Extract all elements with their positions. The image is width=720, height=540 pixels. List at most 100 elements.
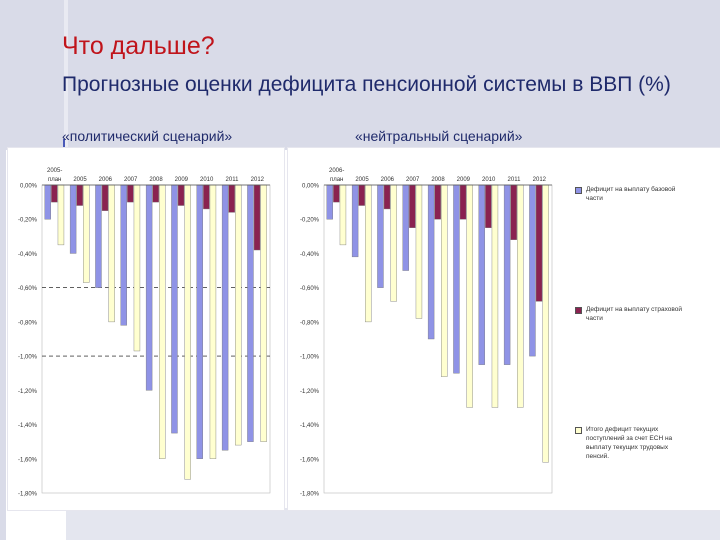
bar-base xyxy=(171,184,178,434)
y-tick-label: -0,80% xyxy=(300,320,320,326)
bar-base xyxy=(427,184,435,340)
bar-insurance xyxy=(409,184,416,228)
x-tick-label: 2008 xyxy=(149,177,163,183)
y-tick-label: -1,60% xyxy=(18,457,38,463)
x-tick-label: 2006 xyxy=(99,177,113,183)
bar-insurance xyxy=(51,184,58,203)
bar-total xyxy=(83,184,90,283)
x-tick-label: 2005 xyxy=(73,177,87,183)
bar-insurance xyxy=(510,184,517,240)
legend-swatch-total xyxy=(575,427,582,434)
bar-base xyxy=(196,184,203,459)
x-tick-label: 2005 xyxy=(355,177,369,183)
chart-panel-neutral: 0,00% -0,20% -0,40% -0,60% -0,80% -1,00% -1,20… xyxy=(288,148,720,510)
header-background xyxy=(0,0,720,150)
y-tick-label: -1,20% xyxy=(18,389,38,395)
x-tick-label: 2011 xyxy=(508,177,522,183)
bar-insurance xyxy=(459,184,467,220)
legend-label-insurance: Дефицит на выплату страховой части xyxy=(586,306,683,322)
bar-total xyxy=(466,184,473,408)
y-tick-label: -1,80% xyxy=(18,492,38,498)
bar-base xyxy=(377,184,384,288)
bar-insurance xyxy=(101,184,109,211)
bar-total xyxy=(491,184,499,408)
y-tick-label: -0,60% xyxy=(300,286,320,292)
y-tick-label: -1,00% xyxy=(18,355,38,361)
y-tick-label: -1,60% xyxy=(300,457,320,463)
x-tick-label: 2009 xyxy=(175,177,189,183)
bar-total xyxy=(133,184,141,352)
x-tick-label: 2007 xyxy=(406,177,420,183)
bar-base xyxy=(69,184,77,254)
bar-base xyxy=(503,184,511,365)
x-tick-label: 2012 xyxy=(251,177,265,183)
bar-insurance xyxy=(535,184,543,302)
y-tick-label: -1,20% xyxy=(300,389,320,395)
bar-total xyxy=(542,184,549,463)
scenario-label-neutral: «нейтральный сценарий» xyxy=(355,128,523,144)
slide-subtitle: Прогнозные оценки дефицита пенсионной си… xyxy=(62,73,671,96)
bar-total xyxy=(441,184,448,377)
bar-total xyxy=(260,184,267,442)
bar-base xyxy=(247,184,254,442)
bar-insurance xyxy=(383,184,391,210)
bar-insurance xyxy=(358,184,365,206)
legend-label-base: Дефицит на выплату базовой части xyxy=(586,186,676,202)
bar-base xyxy=(221,184,229,451)
x-tick-label: 2010 xyxy=(482,177,496,183)
bar-base xyxy=(145,184,153,391)
bar-total xyxy=(57,184,65,246)
chart-neutral: 0,00% -0,20% -0,40% -0,60% -0,80% -1,00% -1,20… xyxy=(300,168,553,498)
bar-base xyxy=(453,184,460,374)
x-tick-label: 2005- xyxy=(47,168,62,174)
x-tick-label: план xyxy=(330,177,343,183)
x-tick-label: 2006- xyxy=(329,168,344,174)
x-tick-label: 2008 xyxy=(431,177,445,183)
bar-total xyxy=(108,184,115,323)
y-tick-label: -0,20% xyxy=(300,218,320,224)
left-background-strip xyxy=(0,150,6,540)
bar-base xyxy=(402,184,409,271)
bar-base xyxy=(120,184,127,326)
bar-total xyxy=(159,184,166,459)
bar-base xyxy=(351,184,359,258)
bar-total xyxy=(235,184,242,446)
bar-total xyxy=(517,184,524,408)
x-tick-label: план xyxy=(48,177,61,183)
y-tick-label: -1,40% xyxy=(18,423,38,429)
bar-total xyxy=(415,184,423,319)
y-tick-label: -1,40% xyxy=(300,423,320,429)
bullet-marker xyxy=(63,139,65,148)
bar-base xyxy=(95,184,102,288)
scenario-label-political: «политический сценарий» xyxy=(62,128,233,144)
bar-insurance xyxy=(203,184,210,210)
x-tick-label: 2011 xyxy=(226,177,240,183)
y-tick-label: -0,40% xyxy=(300,252,320,258)
bar-total xyxy=(339,184,347,246)
bar-base xyxy=(326,184,333,220)
bar-insurance xyxy=(177,184,185,206)
bar-insurance xyxy=(485,184,492,228)
chart-panel-political: 0,00% -0,20% -0,40% -0,60% -0,80% -1,00% -1,20… xyxy=(8,148,284,510)
bar-total xyxy=(184,184,191,480)
x-tick-label: 2006 xyxy=(381,177,395,183)
bar-insurance xyxy=(127,184,134,203)
bar-insurance xyxy=(228,184,235,213)
bar-base xyxy=(44,184,51,220)
y-tick-label: -1,00% xyxy=(300,355,320,361)
y-tick-label: 0,00% xyxy=(302,184,320,190)
bar-insurance xyxy=(333,184,340,203)
bar-insurance xyxy=(152,184,159,203)
y-tick-label: -0,20% xyxy=(18,218,38,224)
bar-base xyxy=(529,184,536,357)
x-tick-label: 2007 xyxy=(124,177,138,183)
x-tick-label: 2010 xyxy=(200,177,214,183)
footer-background xyxy=(66,508,720,540)
header-accent-line xyxy=(64,0,68,150)
slide-title: Что дальше? xyxy=(62,32,215,60)
y-tick-label: 0,00% xyxy=(20,184,38,190)
bar-insurance xyxy=(76,184,83,206)
x-tick-label: 2012 xyxy=(533,177,547,183)
bar-base xyxy=(478,184,485,365)
legend-swatch-base xyxy=(575,187,582,194)
